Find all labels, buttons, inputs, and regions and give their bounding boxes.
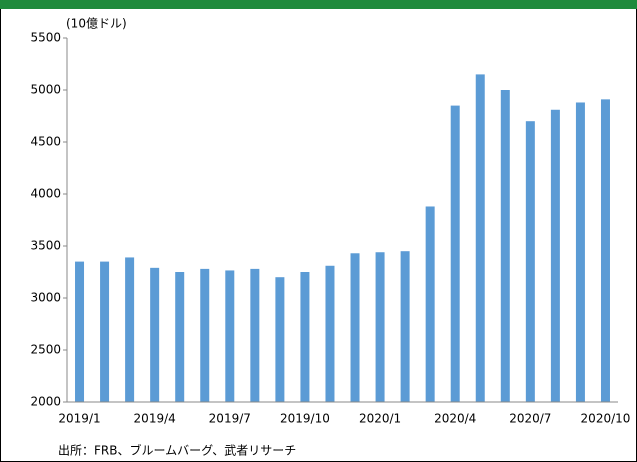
y-tick-label: 4000 [30,187,61,201]
x-tick-label: 2019/10 [280,412,330,426]
bar [550,109,560,402]
bar [250,268,260,402]
y-tick-label: 3000 [30,291,61,305]
y-tick-label: 2000 [30,395,61,409]
x-tick-label: 2020/10 [581,412,631,426]
bar [475,74,485,403]
x-tick-label: 2019/1 [58,412,100,426]
bar [600,99,610,403]
bar [150,267,160,402]
bar [175,272,185,402]
bar [425,206,435,402]
y-tick-label: 5000 [30,83,61,97]
x-tick-label: 2020/1 [359,412,401,426]
bar [400,251,410,402]
bar [325,265,335,402]
x-tick-label: 2019/4 [134,412,176,426]
bar [375,252,385,402]
header-band [0,0,637,9]
bar [200,268,210,402]
y-tick-label: 4500 [30,135,61,149]
bar [450,105,460,402]
bar [500,90,510,402]
unit-label: (10億ドル) [66,17,127,31]
bar [275,277,285,402]
bar [525,121,535,402]
bar [125,257,135,402]
bar [350,253,360,402]
bar [75,261,85,402]
bar [225,270,235,402]
bar [575,102,585,402]
bar [100,261,110,402]
x-tick-label: 2020/7 [509,412,551,426]
y-tick-label: 2500 [30,343,61,357]
x-tick-label: 2019/7 [209,412,251,426]
y-tick-label: 5500 [30,31,61,45]
source: 出所：FRB、ブルームバーグ、武者リサーチ [58,443,296,458]
y-tick-label: 3500 [30,239,61,253]
x-tick-label: 2020/4 [434,412,476,426]
bar [300,272,310,402]
